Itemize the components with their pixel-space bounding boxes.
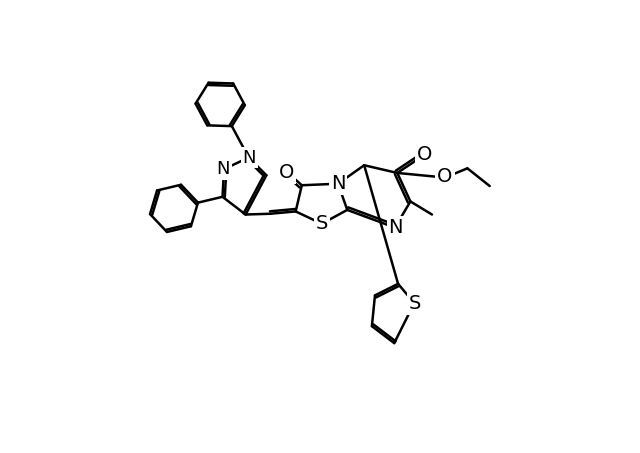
Text: S: S [409,294,421,313]
Text: N: N [243,149,256,167]
Text: O: O [437,167,452,186]
Text: O: O [417,145,432,164]
Text: N: N [216,160,230,178]
Text: S: S [316,214,328,233]
Text: N: N [388,218,403,237]
Text: O: O [279,163,294,182]
Text: N: N [331,174,345,193]
